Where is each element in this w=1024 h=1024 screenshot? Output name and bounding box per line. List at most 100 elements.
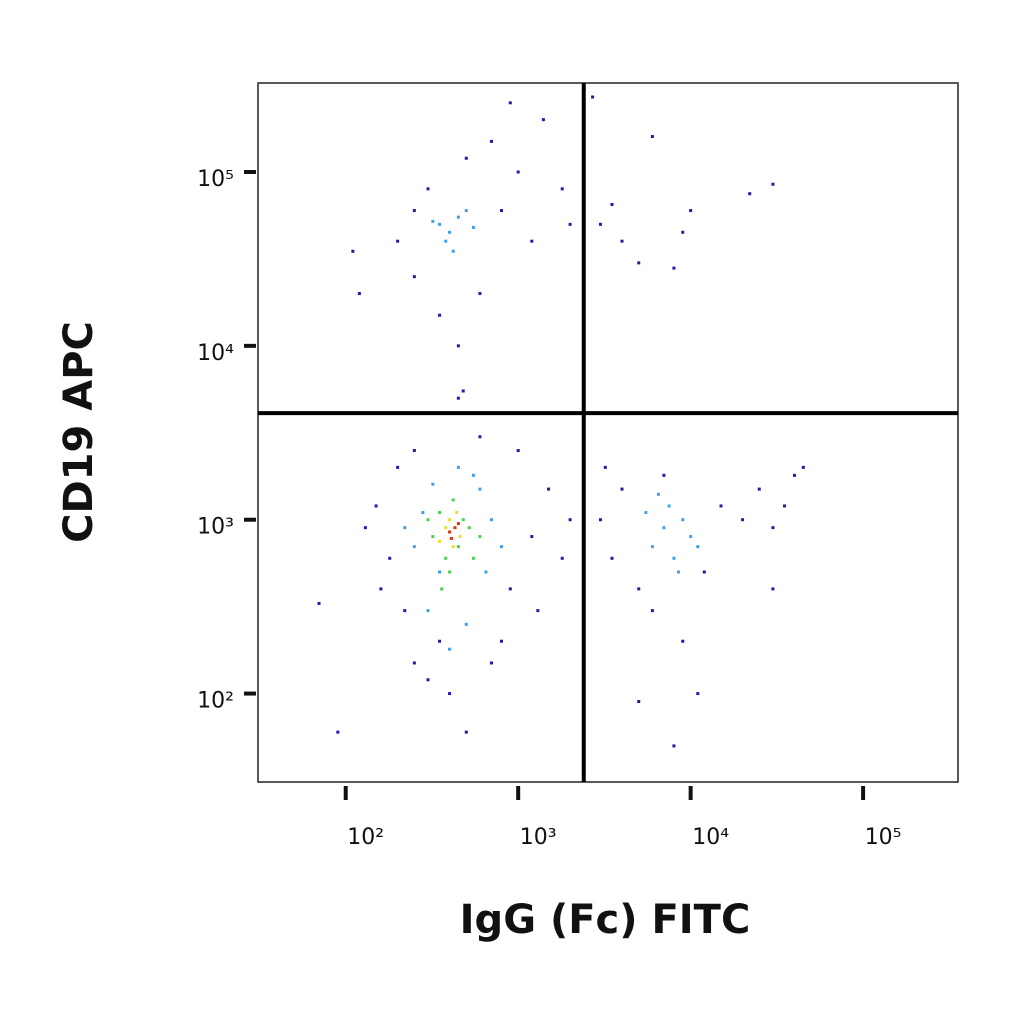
data-point (637, 587, 641, 591)
data-point (689, 535, 693, 539)
data-point (456, 396, 460, 400)
data-point (471, 556, 475, 560)
data-point (516, 170, 520, 174)
data-point (464, 209, 468, 213)
data-point (464, 622, 468, 626)
data-point (456, 215, 460, 219)
data-point (403, 609, 407, 613)
data-point (351, 249, 355, 253)
data-point (560, 187, 564, 191)
data-point (440, 587, 444, 591)
x-tick-label: 10⁴ (692, 825, 729, 850)
data-point (448, 647, 452, 651)
data-point (676, 570, 680, 574)
data-point (620, 239, 624, 243)
data-point (455, 511, 459, 515)
data-point (448, 692, 452, 696)
data-point (336, 730, 340, 734)
data-point (448, 230, 452, 234)
x-tick-label: 10² (347, 825, 384, 850)
data-point (426, 187, 430, 191)
data-point (530, 535, 534, 539)
data-point (702, 570, 706, 574)
data-point (456, 522, 460, 526)
data-point (568, 518, 572, 522)
data-point (438, 539, 442, 543)
data-point (650, 545, 654, 549)
y-tick-label: 10⁵ (197, 167, 234, 192)
data-point (448, 570, 452, 574)
data-point (379, 587, 383, 591)
data-point (426, 609, 430, 613)
data-point (388, 556, 392, 560)
data-point (449, 536, 453, 540)
data-point (610, 556, 614, 560)
data-point (650, 135, 654, 139)
data-point (771, 587, 775, 591)
data-point (448, 518, 452, 522)
data-point (489, 661, 493, 665)
data-point (672, 266, 676, 270)
data-point (467, 526, 471, 530)
data-point (426, 678, 430, 682)
data-point (637, 261, 641, 265)
data-point (448, 530, 452, 534)
data-point (489, 139, 493, 143)
data-point (471, 225, 475, 229)
x-axis-title: IgG (Fc) FITC (460, 897, 751, 943)
data-point (374, 504, 378, 508)
data-point (451, 545, 455, 549)
data-point (451, 498, 455, 502)
data-point (650, 609, 654, 613)
data-point (757, 487, 761, 491)
data-point (403, 526, 407, 530)
data-point (438, 570, 442, 574)
data-point (478, 435, 482, 439)
data-point (451, 249, 455, 253)
data-point (453, 526, 457, 530)
data-point (396, 239, 400, 243)
data-point (516, 449, 520, 453)
data-point (499, 545, 503, 549)
data-point (478, 487, 482, 491)
data-point (801, 465, 805, 469)
data-point (662, 526, 666, 530)
data-point (672, 556, 676, 560)
data-point (771, 182, 775, 186)
data-point (696, 692, 700, 696)
data-point (681, 639, 685, 643)
data-point (681, 230, 685, 234)
plot-frame (257, 82, 959, 783)
data-point (426, 518, 430, 522)
data-point (499, 209, 503, 213)
data-point (782, 504, 786, 508)
data-point (444, 239, 448, 243)
data-point (741, 518, 745, 522)
data-point (508, 587, 512, 591)
data-point (412, 209, 416, 213)
data-point (412, 275, 416, 279)
data-point (598, 222, 602, 226)
data-point (412, 545, 416, 549)
data-point (478, 292, 482, 296)
data-point (431, 219, 435, 223)
data-point (317, 601, 321, 605)
y-tick-label: 10² (197, 689, 234, 714)
data-point (363, 526, 367, 530)
data-point (464, 156, 468, 160)
data-point (530, 239, 534, 243)
data-point (662, 473, 666, 477)
data-point (458, 535, 462, 539)
data-point (431, 535, 435, 539)
data-point (456, 545, 460, 549)
data-point (461, 389, 465, 393)
data-point (444, 526, 448, 530)
data-point (644, 511, 648, 515)
data-point (508, 101, 512, 105)
data-point (484, 570, 488, 574)
y-axis-title: CD19 APC (56, 321, 102, 543)
data-point (547, 487, 551, 491)
data-point (456, 465, 460, 469)
data-point (444, 556, 448, 560)
